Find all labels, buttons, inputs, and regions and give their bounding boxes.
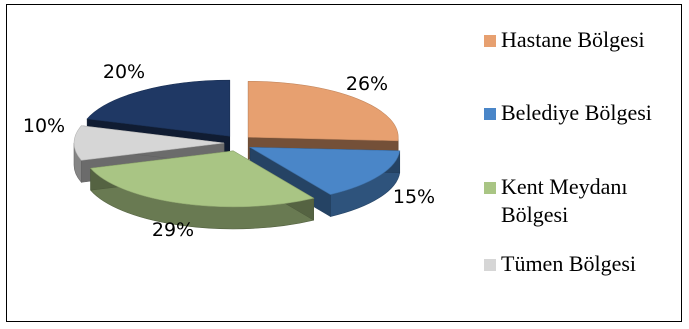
data-label-tumen: 10% (23, 115, 65, 137)
pie-slice-belediye (248, 146, 401, 217)
data-label-hastane: 26% (346, 73, 388, 95)
data-label-belediye: 15% (393, 186, 435, 208)
pie-slice-kent-meydani (90, 150, 315, 230)
data-label-kent-meydani: 29% (152, 219, 194, 241)
data-label-diger: 20% (103, 61, 145, 83)
